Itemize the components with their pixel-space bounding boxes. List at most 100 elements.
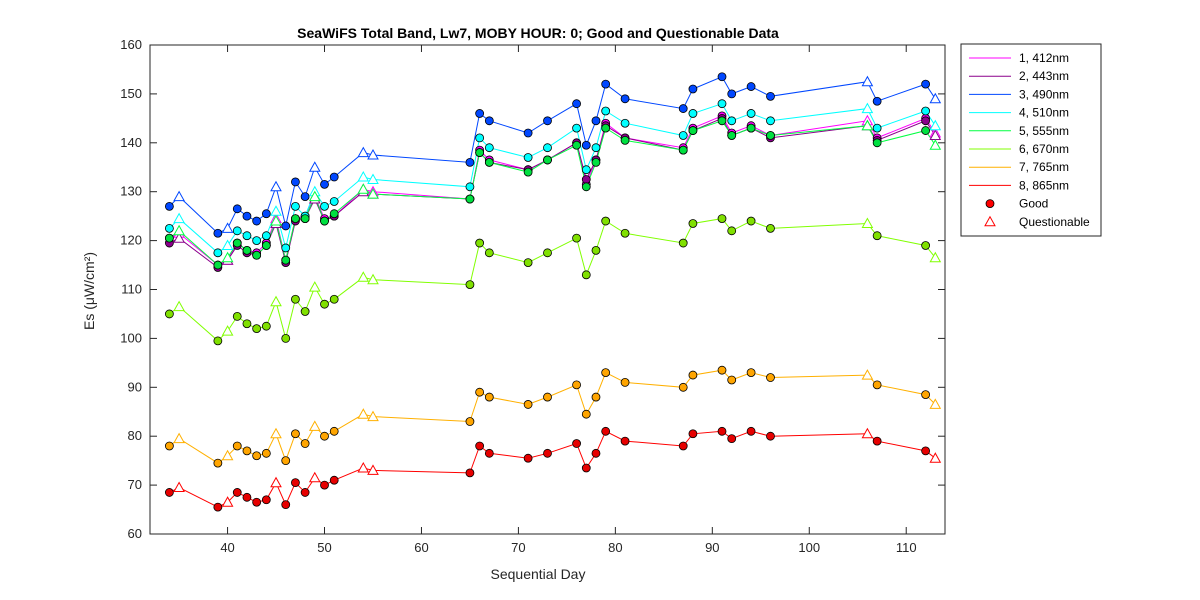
data-point-questionable [357,408,370,419]
data-point-questionable [357,183,370,194]
data-point-questionable [861,75,874,87]
data-point-questionable [270,180,282,192]
data-point-good [329,172,339,182]
data-point-good [475,109,485,118]
data-point-questionable [270,476,282,488]
data-point-good [572,439,581,448]
data-point-good [300,307,310,316]
data-point-good [591,143,601,153]
data-point-good [475,133,485,143]
data-point-good [717,72,727,82]
data-point-good [252,236,262,246]
data-point-questionable [221,251,234,263]
data-point-good [523,258,533,268]
data-point-good [717,365,727,375]
data-point-good [591,392,601,402]
data-point-questionable [221,222,234,233]
data-point-good [746,216,756,226]
data-point-questionable [929,251,942,263]
data-point-good [601,106,611,116]
data-point-questionable [367,148,379,160]
data-point-questionable [308,471,321,483]
data-point-good [291,294,300,304]
data-point-good [232,204,242,214]
data-point-questionable [270,427,282,439]
data-point-questionable [929,398,942,409]
data-point-good [252,324,262,334]
data-point-questionable [173,190,185,202]
data-point-questionable [357,146,370,158]
data-point-questionable [367,173,379,184]
legend-label: 1, 412nm [1019,51,1069,65]
legend: 1, 412nm 2, 443nm 3, 490nm 4, 510nm 5, 555nm… [960,43,1102,237]
data-point-questionable [173,224,185,236]
data-point-good [620,94,630,104]
data-point-good [329,426,339,436]
data-point-good [475,148,485,157]
data-point-good [581,182,591,192]
data-point-questionable [929,119,942,131]
data-point-good [300,192,310,201]
data-point-questionable [173,481,185,492]
data-point-good [746,109,756,118]
data-point-good [581,165,591,175]
data-point-good [484,392,494,402]
data-point-good [766,131,775,140]
data-point-good [252,216,262,226]
data-point-good [291,214,300,223]
data-point-good [329,475,339,485]
data-point-good [281,500,291,510]
data-point-good [921,241,931,250]
data-point-good [523,128,533,138]
data-point-good [601,368,611,378]
data-point-good [523,453,533,463]
legend-label: 6, 670nm [1019,142,1069,156]
chart-title: SeaWiFS Total Band, Lw7, MOBY HOUR: 0; G… [297,25,779,41]
y-tick-label: 110 [121,282,142,297]
legend-label: 7, 765nm [1019,160,1069,174]
data-point-questionable [221,239,234,250]
data-point-good [620,378,630,387]
data-point-good [678,238,688,248]
data-point-good [484,143,494,153]
data-point-good [484,248,494,258]
data-point-good [591,157,601,167]
data-point-questionable [173,432,185,444]
data-point-good [620,118,630,128]
data-point-good [242,446,252,456]
data-point-good [727,226,737,236]
x-tick-label: 90 [705,540,719,555]
data-point-questionable [357,170,370,182]
legend-label: 3, 490nm [1019,87,1069,101]
plot-area: 60 70 80 90 100 110 120 130 140 150 160 40 50 60 70 80 9… [120,37,946,555]
data-point-good [678,382,688,392]
data-point-good [164,488,174,497]
y-tick-label: 150 [120,86,142,101]
data-point-good [872,231,882,241]
data-point-questionable [861,427,874,439]
data-point-good [329,197,339,206]
data-point-good [572,123,581,133]
data-point-good [766,223,775,233]
data-point-good [164,441,174,451]
data-point-good [261,209,271,219]
data-point-good [523,153,533,162]
legend-label: Questionable [1019,215,1090,229]
data-point-good [688,219,698,228]
data-point-questionable [367,464,379,475]
data-point-good [591,116,601,126]
data-point-good [591,448,601,458]
legend-label: 5, 555nm [1019,124,1069,138]
data-point-good [320,299,329,309]
legend-label: Good [1019,197,1048,211]
data-point-questionable [357,271,370,282]
data-point-good [164,201,174,211]
data-point-good [746,368,756,378]
data-point-questionable [308,161,321,172]
data-point-questionable [173,300,185,312]
data-point-good [572,380,581,390]
data-point-good [678,131,688,140]
data-point-good [581,463,591,473]
data-point-good [688,370,698,380]
data-point-good [688,126,698,135]
